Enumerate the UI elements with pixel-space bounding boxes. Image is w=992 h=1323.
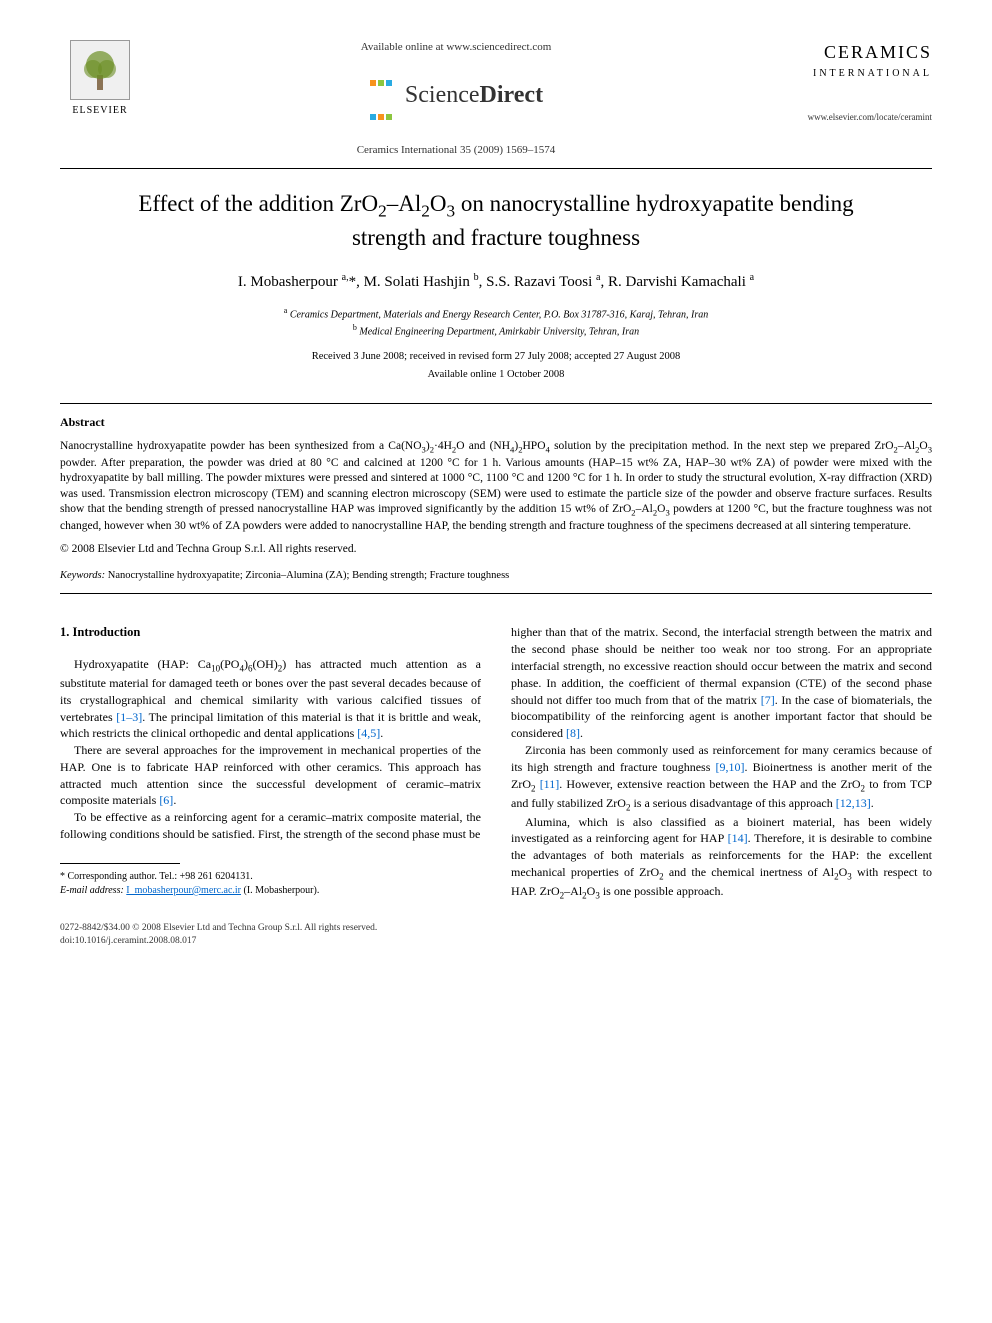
center-header: Available online at www.sciencedirect.co… [140,40,772,158]
corresponding-author: * Corresponding author. Tel.: +98 261 62… [60,870,481,898]
section-1-heading: 1. Introduction [60,624,481,642]
email-link[interactable]: I_mobasherpour@merc.ac.ir [126,885,241,896]
intro-p6: Alumina, which is also classified as a b… [511,814,932,902]
email-label: E-mail address: [60,885,126,896]
email-suffix: (I. Mobasherpour). [241,885,319,896]
corresponding-divider [60,863,180,864]
affiliations: a Ceramics Department, Materials and Ene… [60,305,932,340]
intro-p3: To be effective as a reinforcing agent f… [60,809,481,843]
authors: I. Mobasherpour a,*, M. Solati Hashjin b… [60,271,932,293]
journal-name: CERAMICS [772,40,932,65]
journal-reference: Ceramics International 35 (2009) 1569–15… [160,143,752,158]
available-online-date: Available online 1 October 2008 [60,368,932,383]
intro-p1: Hydroxyapatite (HAP: Ca10(PO4)6(OH)2) ha… [60,656,481,742]
sd-brand-sci: Science [405,83,480,109]
ref-link[interactable]: [9,10] [716,760,745,774]
bottom-bar: 0272-8842/$34.00 © 2008 Elsevier Ltd and… [60,922,932,949]
sd-brand-direct: Direct [480,83,544,109]
intro-p2: There are several approaches for the imp… [60,742,481,809]
ref-link[interactable]: [1–3] [116,710,142,724]
footer-doi: doi:10.1016/j.ceramint.2008.08.017 [60,935,932,948]
ref-link[interactable]: [4,5] [357,726,380,740]
header-divider [60,168,932,169]
sciencedirect-logo: ScienceDirect [160,63,752,130]
intro-p4: higher than that of the matrix. Second, … [511,624,932,742]
article-dates: Received 3 June 2008; received in revise… [60,350,932,365]
affiliation-a: a Ceramics Department, Materials and Ene… [60,305,932,322]
right-column: higher than that of the matrix. Second, … [511,624,932,902]
ref-link[interactable]: [11] [540,777,560,791]
corresponding-line1: * Corresponding author. Tel.: +98 261 62… [60,870,481,884]
intro-p5: Zirconia has been commonly used as reinf… [511,742,932,814]
header-row: ELSEVIER Available online at www.science… [60,40,932,158]
ref-link[interactable]: [12,13] [836,796,871,810]
keywords: Keywords: Nanocrystalline hydroxyapatite… [60,569,932,584]
sd-dots-icon [369,63,393,130]
left-column: 1. Introduction Hydroxyapatite (HAP: Ca1… [60,624,481,902]
article-title: Effect of the addition ZrO2–Al2O3 on nan… [100,189,892,253]
corresponding-email-line: E-mail address: I_mobasherpour@merc.ac.i… [60,884,481,898]
journal-url: www.elsevier.com/locate/ceramint [772,111,932,124]
abstract-top-divider [60,403,932,404]
elsevier-logo: ELSEVIER [60,40,140,118]
journal-subname: INTERNATIONAL [772,67,932,81]
abstract-text: Nanocrystalline hydroxyapatite powder ha… [60,439,932,535]
ref-link[interactable]: [8] [566,726,580,740]
available-online-text: Available online at www.sciencedirect.co… [160,40,752,55]
elsevier-tree-icon [70,40,130,100]
affiliation-b: b Medical Engineering Department, Amirka… [60,322,932,339]
journal-logo: CERAMICS INTERNATIONAL www.elsevier.com/… [772,40,932,124]
abstract-copyright: © 2008 Elsevier Ltd and Techna Group S.r… [60,541,932,557]
abstract-bottom-divider [60,593,932,594]
body-columns: 1. Introduction Hydroxyapatite (HAP: Ca1… [60,624,932,902]
keywords-text: Nanocrystalline hydroxyapatite; Zirconia… [105,570,509,581]
ref-link[interactable]: [7] [761,693,775,707]
footer-line1: 0272-8842/$34.00 © 2008 Elsevier Ltd and… [60,922,932,935]
ref-link[interactable]: [6] [159,793,173,807]
elsevier-label: ELSEVIER [60,104,140,118]
keywords-label: Keywords: [60,570,105,581]
ref-link[interactable]: [14] [728,831,748,845]
abstract-heading: Abstract [60,414,932,431]
